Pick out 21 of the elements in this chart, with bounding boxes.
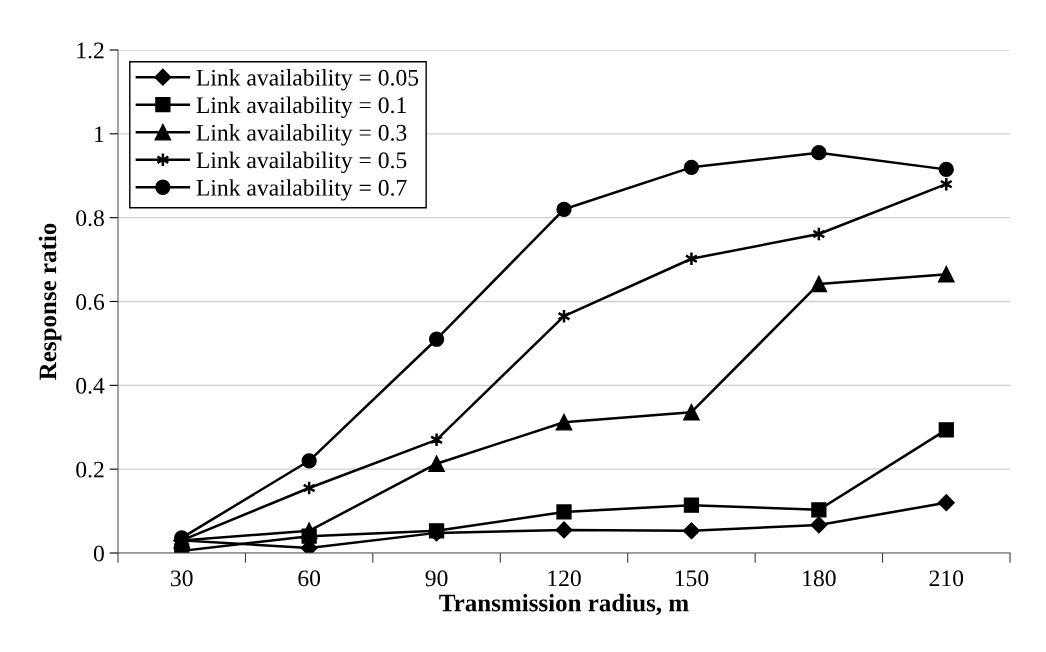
y-tick-label: 1.2 — [77, 42, 104, 59]
legend-label: Link availability = 0.1 — [196, 96, 406, 119]
y-tick-label: 0 — [93, 545, 104, 562]
legend-label: Link availability = 0.5 — [196, 151, 407, 174]
x-tick-label: 210 — [929, 570, 964, 587]
legend-label: Link availability = 0.05 — [196, 69, 419, 91]
y-tick-label: 0.8 — [76, 210, 104, 227]
y-tick-label: 0.4 — [76, 377, 105, 394]
x-tick-label: 180 — [803, 570, 836, 587]
x-tick-label: 150 — [675, 570, 709, 587]
legend-label: Link availability = 0.3 — [196, 124, 407, 146]
x-tick-label: 90 — [425, 570, 448, 587]
y-tick-label: 1 — [95, 126, 104, 143]
x-tick-label: 120 — [548, 570, 581, 587]
x-axis-title: Transmission radius, m — [439, 593, 689, 616]
y-tick-label: 0.6 — [76, 293, 105, 311]
x-tick-label: 30 — [171, 570, 193, 587]
legend-label: Link availability = 0.7 — [196, 179, 407, 201]
y-axis-title: Response ratio — [38, 223, 62, 380]
x-tick-label: 60 — [298, 570, 321, 587]
y-tick-label: 0.2 — [76, 461, 104, 478]
